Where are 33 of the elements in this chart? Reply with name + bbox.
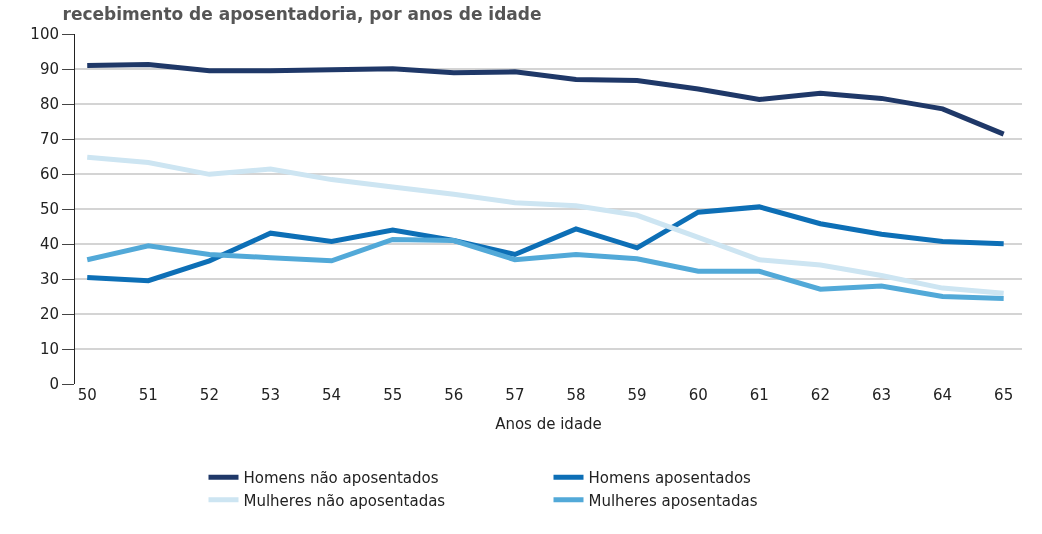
x-axis-title: Anos de idade [495,415,602,433]
x-tick-label: 55 [383,386,403,404]
y-tick-label: 70 [39,130,59,149]
x-tick-label: 52 [199,386,219,404]
y-tick-label: 80 [39,95,59,114]
y-tick-label: 0 [49,375,59,394]
y-tick-label: 40 [39,235,59,254]
x-tick-label: 54 [322,386,342,404]
y-tick-label: 20 [39,305,59,324]
legend-label: Homens não aposentados [243,469,439,488]
x-tick-label: 62 [810,386,830,404]
y-tick-label: 30 [39,270,59,289]
x-tick-label: 60 [688,386,708,404]
y-tick-label: 90 [39,60,59,79]
legend-label: Homens aposentados [588,469,752,488]
legend-label: Mulheres aposentadas [588,491,758,510]
x-tick-label: 57 [505,386,525,404]
legend-label: Mulheres não aposentadas [243,491,446,510]
y-tick-label: 50 [39,200,59,219]
x-tick-label: 61 [749,386,769,404]
x-tick-label: 64 [933,386,953,404]
x-tick-label: 50 [77,386,97,404]
x-tick-label: 53 [260,386,281,404]
x-tick-label: 58 [566,386,586,404]
x-tick-label: 51 [138,386,158,404]
x-tick-label: 59 [627,386,647,404]
chart-title: recebimento de aposentadoria, por anos de idade [62,3,542,24]
x-tick-label: 56 [444,386,464,404]
x-tick-label: 65 [994,386,1014,404]
y-tick-label: 100 [30,25,59,44]
x-tick-label: 63 [871,386,892,404]
y-tick-label: 60 [39,165,59,184]
y-tick-label: 10 [39,340,59,359]
